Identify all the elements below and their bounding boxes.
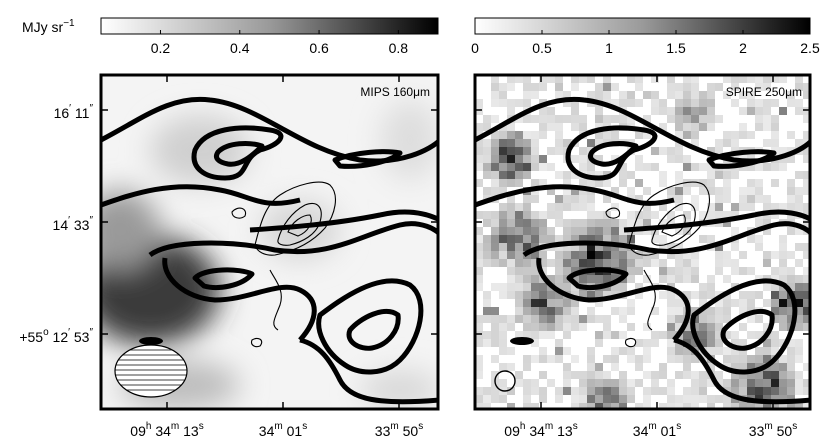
spire-contours <box>475 96 810 405</box>
colorbar-tick-label: 1.5 <box>666 40 686 56</box>
ra-tick-labels: 09h 34m 13s 34m 01s 33m 50s 09h 34m 13s 34m … <box>130 421 797 439</box>
panel-label-mips: MIPS 160μm <box>360 85 430 99</box>
spire-map <box>475 75 810 409</box>
dec-tick-label: +55o 12′ 53″ <box>19 327 93 345</box>
colorbar-tick-label: 1 <box>605 40 613 56</box>
ra-tick-label: 09h 34m 13s <box>130 421 203 439</box>
colorbar-tick-label: 0.5 <box>532 40 552 56</box>
beam-ellipse-spire <box>494 337 534 392</box>
mips-contours <box>101 96 438 405</box>
ra-tick-label: 34m 01s <box>259 421 307 439</box>
panel-frame-mips <box>99 73 440 411</box>
colorbar-mips <box>100 17 439 35</box>
axis-ticks <box>101 75 810 409</box>
colorbar-tick-label: 0.8 <box>389 40 409 56</box>
colorbar-tick-label: 2.5 <box>800 40 820 56</box>
colorbar-spire <box>474 17 811 35</box>
mips-map <box>101 75 438 409</box>
colorbar-mips-ticks: 0.2 0.4 0.6 0.8 <box>151 30 409 56</box>
unit-label: MJy sr−1 <box>22 18 75 35</box>
colorbar-tick-label: 2 <box>739 40 747 56</box>
ra-tick-label: 09h 34m 13s <box>504 421 577 439</box>
colorbar-tick-label: 0.2 <box>151 40 171 56</box>
dec-tick-label: 14′ 33″ <box>53 215 94 233</box>
panel-frame-spire <box>473 73 812 411</box>
dec-tick-label: 16′ 11″ <box>54 103 94 121</box>
ra-tick-label: 34m 01s <box>633 421 681 439</box>
colorbar-tick-label: 0.6 <box>309 40 329 56</box>
colorbar-tick-label: 0.4 <box>230 40 250 56</box>
colorbar-spire-ticks: 0 0.5 1 1.5 2 2.5 <box>471 30 820 56</box>
panel-label-spire: SPIRE 250μm <box>726 85 802 99</box>
ra-tick-label: 33m 50s <box>749 421 797 439</box>
beam-ellipse-mips <box>114 337 188 398</box>
colorbar-tick-label: 0 <box>471 40 479 56</box>
ra-tick-label: 33m 50s <box>375 421 423 439</box>
